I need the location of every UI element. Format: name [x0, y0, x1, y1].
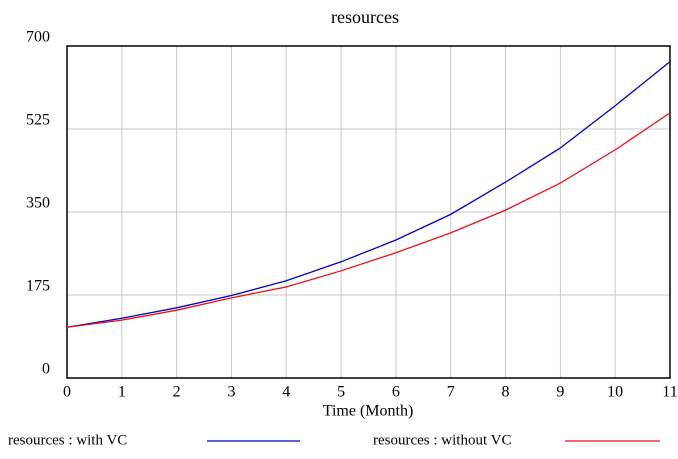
x-tick-label: 7 — [447, 384, 455, 401]
legend-label: resources : with VC — [8, 432, 127, 448]
series-line — [66, 112, 671, 328]
x-tick-label: 0 — [63, 384, 71, 401]
x-tick-label: 8 — [502, 384, 510, 401]
x-tick-label: 6 — [392, 384, 400, 401]
x-tick-label: 1 — [118, 384, 126, 401]
legend-label: resources : without VC — [373, 432, 511, 448]
x-tick-label: 3 — [227, 384, 235, 401]
y-tick-label: 0 — [42, 361, 50, 378]
y-tick-label: 525 — [26, 112, 50, 129]
plot-frame — [66, 45, 671, 379]
x-tick-label: 9 — [556, 384, 564, 401]
x-tick-label: 4 — [282, 384, 290, 401]
x-tick-label: 2 — [173, 384, 181, 401]
series-line — [66, 61, 671, 328]
y-tick-label: 175 — [26, 278, 50, 295]
x-tick-label: 11 — [662, 384, 677, 401]
x-tick-label: 5 — [337, 384, 345, 401]
x-axis-label: Time (Month) — [323, 403, 414, 420]
chart-title: resources — [331, 7, 399, 27]
y-tick-label: 350 — [26, 195, 50, 212]
y-tick-label: 700 — [26, 29, 50, 46]
x-tick-label: 10 — [607, 384, 623, 401]
